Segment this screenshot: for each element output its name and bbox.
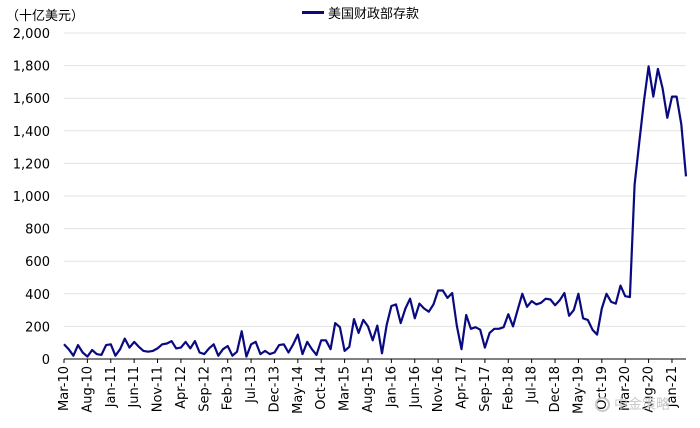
x-tick-label: May-14 (291, 366, 306, 414)
x-tick-label: Jan-16 (384, 366, 399, 408)
y-tick-label: 400 (25, 288, 50, 303)
y-tick-label: 1,800 (13, 60, 50, 75)
x-tick-label: Aug-15 (361, 366, 376, 413)
legend: 美国财政部存款 (302, 3, 419, 22)
y-tick-label: 1,200 (13, 157, 50, 172)
y-axis-unit-label: （十亿美元） (6, 9, 85, 24)
y-tick-label: 600 (25, 255, 50, 270)
y-tick-label: 800 (25, 223, 50, 238)
y-tick-label: 2,000 (13, 27, 50, 42)
watermark: 中金策略 (595, 394, 670, 414)
y-tick-label: 1,400 (13, 125, 50, 140)
x-tick-label: Sep-17 (478, 366, 493, 412)
y-tick-label: 200 (25, 320, 50, 335)
x-tick-label: May-19 (571, 366, 586, 414)
x-tick-label: Jun-16 (408, 366, 423, 409)
x-tick-label: Nov-11 (151, 366, 166, 412)
y-tick-label: 0 (42, 353, 50, 368)
series-line-treasury-deposits (63, 65, 688, 358)
x-tick-label: Jan-11 (104, 366, 119, 408)
x-tick-label: Feb-18 (501, 366, 516, 410)
y-tick-label: 1,000 (13, 190, 50, 205)
watermark-text: 中金策略 (614, 397, 670, 413)
series-group (63, 65, 688, 358)
x-tick-label: Nov-16 (431, 366, 446, 412)
wechat-icon (595, 397, 610, 412)
x-tick-label: Feb-13 (221, 366, 236, 410)
legend-swatch (302, 11, 324, 14)
y-gridlines (64, 32, 686, 327)
x-tick-label: Aug-10 (80, 366, 95, 413)
x-tick-label: Apr-12 (174, 366, 189, 409)
x-tick-label: Mar-10 (57, 366, 72, 411)
x-tick-label: Jun-11 (127, 366, 142, 409)
x-tick-label: Dec-13 (267, 366, 282, 412)
x-tick-label: Jul-13 (244, 366, 259, 404)
x-axis-ticks: Mar-10 Aug-10 Jan-11 Jun-11 Nov-11 Apr-12 Sep-… (57, 359, 680, 414)
x-tick-label: Sep-12 (197, 366, 212, 412)
y-axis-ticks: 0 200 400 600 800 1,000 1,200 1,400 1,600 1,800 2,… (13, 27, 50, 368)
x-tick-label: Jan-21 (665, 366, 680, 408)
x-tick-label: Apr-17 (455, 366, 470, 409)
x-tick-label: Mar-15 (338, 366, 353, 411)
x-tick-label: Dec-18 (548, 366, 563, 412)
x-tick-label: Jul-18 (525, 366, 540, 404)
legend-label: 美国财政部存款 (328, 7, 420, 22)
y-tick-label: 1,600 (13, 92, 50, 107)
x-tick-label: Oct-14 (314, 366, 329, 410)
x-tick-label: Mar-20 (618, 366, 633, 411)
x-tick-label: Aug-20 (642, 366, 657, 413)
